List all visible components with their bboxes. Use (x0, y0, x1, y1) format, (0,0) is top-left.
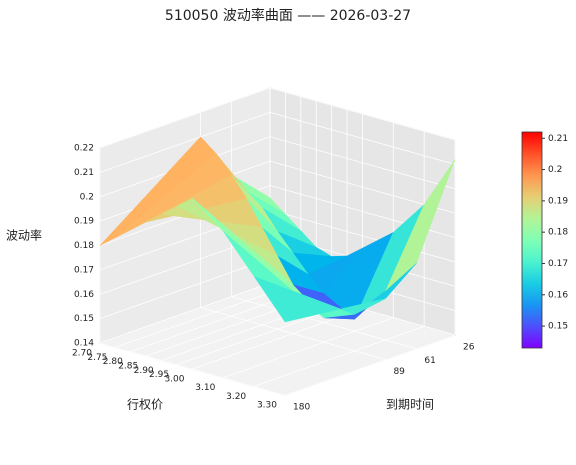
z-tick-label: 0.22 (74, 144, 94, 154)
colorbar (521, 131, 543, 349)
grid-line (269, 209, 456, 263)
colorbar-tick-label: 0.2 (548, 165, 562, 175)
chart-title: 510050 波动率曲面 —— 2026-03-27 (165, 7, 411, 24)
grid-line (269, 87, 456, 141)
z-tick-label: 0.2 (80, 192, 94, 202)
x-tick-label: 2.70 (72, 349, 92, 359)
z-axis-label: 波动率 (6, 228, 42, 243)
grid-line (192, 308, 363, 370)
surface-patch (253, 276, 386, 323)
z-tick-label: 0.16 (74, 290, 94, 300)
z-tick-label: 0.21 (74, 168, 94, 178)
colorbar-tick-label: 0.17 (548, 259, 568, 269)
grid-line (254, 325, 425, 387)
x-tick-label: 2.80 (103, 357, 123, 367)
z-tick-label: 0.17 (74, 265, 94, 275)
x-tick-label: 2.95 (149, 370, 169, 380)
colorbar-tick-label: 0.21 (548, 134, 568, 144)
x-tick-label: 2.85 (118, 362, 138, 372)
x-tick-label: 3.10 (195, 383, 215, 393)
y-tick-label: 180 (293, 403, 310, 413)
colorbar-tick-label: 0.15 (548, 322, 568, 332)
z-tick-label: 0.14 (74, 339, 94, 349)
colorbar-tick-label: 0.16 (548, 290, 568, 300)
grid-line (115, 286, 286, 348)
z-tick-label: 0.15 (74, 314, 94, 324)
x-tick-label: 3.30 (257, 401, 277, 411)
grid-line (269, 136, 456, 190)
colorbar-tick-label: 0.19 (548, 196, 568, 206)
grid-line (99, 282, 271, 344)
grid-line (176, 304, 348, 366)
grid-line (99, 111, 271, 173)
y-tick-label: 61 (424, 356, 435, 366)
colorbar-tick-label: 0.18 (548, 228, 568, 238)
grid-line (231, 296, 417, 350)
y-tick-label: 26 (463, 343, 475, 353)
z-tick-label: 0.19 (74, 217, 94, 227)
x-tick-label: 2.75 (87, 353, 107, 363)
z-tick-label: 0.18 (74, 241, 94, 251)
x-tick-label: 2.90 (134, 366, 154, 376)
y-tick-label: 89 (393, 367, 405, 377)
grid-line (99, 258, 271, 320)
grid-line (269, 111, 456, 165)
y-axis-label: 到期时间 (386, 398, 434, 412)
x-axis-label: 行权价 (127, 398, 163, 412)
grid-line (99, 342, 286, 396)
x-tick-label: 3.00 (164, 375, 184, 385)
grid-line (223, 317, 394, 379)
grid-line (99, 87, 271, 149)
x-tick-label: 3.20 (226, 392, 246, 402)
grid-line (200, 307, 386, 360)
grid-line (284, 334, 456, 396)
